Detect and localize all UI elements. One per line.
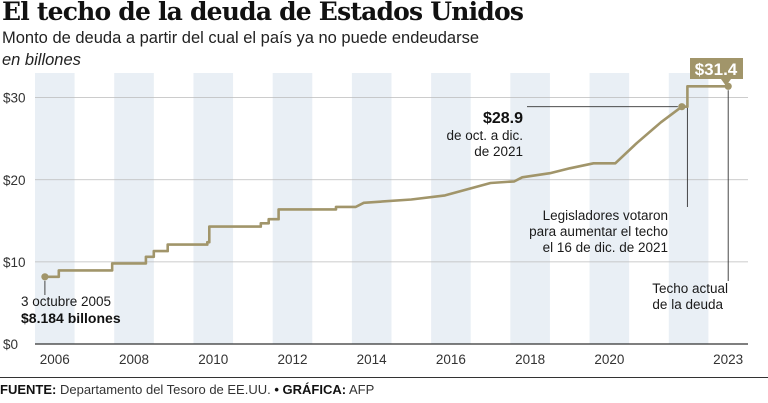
vote-note-line1: Legisladores votaron bbox=[543, 208, 668, 223]
graphic-text: AFP bbox=[349, 382, 375, 397]
y-tick-label: $30 bbox=[3, 91, 26, 106]
debt-ceiling-line bbox=[44, 85, 729, 279]
x-tick-label: 2018 bbox=[515, 352, 545, 367]
annotation-leaders bbox=[44, 90, 729, 295]
oct-period-line2: de 2021 bbox=[474, 144, 523, 159]
x-tick-label: 2012 bbox=[277, 352, 307, 367]
x-tick-label: 2006 bbox=[40, 352, 70, 367]
y-tick-label: $20 bbox=[3, 173, 26, 188]
x-tick-label: 2008 bbox=[119, 352, 149, 367]
current-value-badge: $31.4 bbox=[690, 58, 743, 86]
graphic-label: GRÁFICA: bbox=[282, 382, 347, 397]
source-text: Departamento del Tesoro de EE.UU. bbox=[59, 382, 271, 397]
footer: FUENTE: Departamento del Tesoro de EE.UU… bbox=[0, 377, 768, 397]
oct-period-line1: de oct. a dic. bbox=[446, 128, 523, 143]
source-label: FUENTE: bbox=[0, 382, 57, 397]
start-date-label: 3 octubre 2005 bbox=[21, 294, 111, 309]
current-ceiling-line1: Techo actual bbox=[652, 281, 728, 296]
year-bands bbox=[35, 73, 709, 344]
badge-shape bbox=[690, 58, 743, 86]
x-axis: 2006 2008 2010 2012 2014 2016 2018 2020 2023 bbox=[40, 352, 743, 367]
debt-ceiling-series bbox=[44, 85, 729, 279]
data-point-marker bbox=[41, 273, 49, 281]
year-band bbox=[431, 73, 471, 344]
chart-title: El techo de la deuda de Estados Unidos bbox=[2, 0, 524, 26]
data-markers bbox=[41, 82, 732, 281]
x-tick-label: 2016 bbox=[436, 352, 466, 367]
vote-note-line3: el 16 de dic. de 2021 bbox=[543, 240, 668, 255]
start-value-label: $8.184 billones bbox=[21, 310, 121, 326]
x-tick-label: 2020 bbox=[594, 352, 624, 367]
x-tick-label: 2014 bbox=[357, 352, 388, 367]
y-axis: $0 $10 $20 $30 bbox=[3, 91, 748, 352]
year-band bbox=[351, 73, 392, 344]
x-tick-label: 2023 bbox=[713, 352, 743, 367]
year-band bbox=[193, 73, 234, 344]
year-band bbox=[589, 73, 630, 344]
current-ceiling-line2: de la deuda bbox=[652, 297, 723, 312]
y-tick-label: $10 bbox=[3, 255, 26, 270]
y-tick-label: $0 bbox=[3, 337, 18, 352]
x-tick-label: 2010 bbox=[198, 352, 228, 367]
year-band bbox=[510, 73, 550, 344]
data-point-marker bbox=[678, 103, 686, 111]
chart-subtitle: Monto de deuda a partir del cual el país… bbox=[2, 29, 480, 47]
badge-label: $31.4 bbox=[695, 60, 738, 79]
footer-separator: • bbox=[274, 382, 279, 397]
oct-value-label: $28.9 bbox=[483, 110, 523, 127]
year-band bbox=[114, 73, 154, 344]
year-band bbox=[668, 73, 709, 344]
vote-note-line2: para aumentar el techo bbox=[529, 224, 668, 239]
units-label: en billones bbox=[2, 51, 81, 69]
year-band bbox=[35, 73, 75, 344]
